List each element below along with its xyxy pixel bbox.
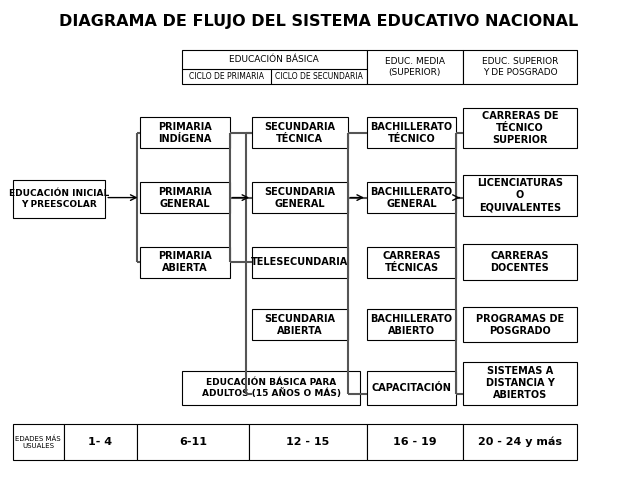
Bar bbox=[463, 175, 577, 216]
Text: LICENCIATURAS
O
EQUIVALENTES: LICENCIATURAS O EQUIVALENTES bbox=[477, 178, 563, 212]
Text: 16 - 19: 16 - 19 bbox=[393, 437, 436, 447]
Bar bbox=[64, 424, 137, 460]
Text: PROGRAMAS DE
POSGRADO: PROGRAMAS DE POSGRADO bbox=[476, 314, 564, 335]
Text: PRIMARIA
GENERAL: PRIMARIA GENERAL bbox=[158, 187, 212, 208]
Bar bbox=[252, 182, 348, 213]
Text: EDUCACIÓN BÁSICA: EDUCACIÓN BÁSICA bbox=[230, 56, 319, 64]
Bar bbox=[13, 180, 105, 218]
Text: 1- 4: 1- 4 bbox=[89, 437, 112, 447]
Bar bbox=[463, 108, 577, 148]
Bar bbox=[463, 362, 577, 405]
Bar bbox=[140, 117, 230, 148]
Bar bbox=[140, 247, 230, 278]
Bar bbox=[252, 247, 348, 278]
Text: 20 - 24 y más: 20 - 24 y más bbox=[478, 437, 562, 447]
Bar bbox=[367, 117, 456, 148]
Text: SECUNDARIA
TÉCNICA: SECUNDARIA TÉCNICA bbox=[264, 122, 336, 144]
Bar bbox=[137, 424, 249, 460]
Text: 6-11: 6-11 bbox=[179, 437, 207, 447]
Bar bbox=[182, 50, 367, 84]
Text: BACHILLERATO
ABIERTO: BACHILLERATO ABIERTO bbox=[371, 314, 452, 335]
Bar bbox=[463, 307, 577, 342]
Text: PRIMARIA
INDÍGENA: PRIMARIA INDÍGENA bbox=[158, 122, 212, 144]
Text: SECUNDARIA
ABIERTA: SECUNDARIA ABIERTA bbox=[264, 314, 336, 335]
Bar bbox=[367, 371, 456, 405]
Text: CARRERAS
DOCENTES: CARRERAS DOCENTES bbox=[491, 251, 549, 273]
Bar bbox=[367, 182, 456, 213]
Text: CARRERAS DE
TÉCNICO
SUPERIOR: CARRERAS DE TÉCNICO SUPERIOR bbox=[482, 111, 558, 145]
Bar bbox=[463, 50, 577, 84]
Bar bbox=[367, 50, 463, 84]
Bar bbox=[463, 244, 577, 280]
Text: SECUNDARIA
GENERAL: SECUNDARIA GENERAL bbox=[264, 187, 336, 208]
Text: SISTEMAS A
DISTANCIA Y
ABIERTOS: SISTEMAS A DISTANCIA Y ABIERTOS bbox=[486, 366, 554, 400]
Text: CAPACITACIÓN: CAPACITACIÓN bbox=[371, 383, 452, 393]
Bar bbox=[367, 247, 456, 278]
Text: EDUCACIÓN BÁSICA PARA
ADULTOS (15 AÑOS O MÁS): EDUCACIÓN BÁSICA PARA ADULTOS (15 AÑOS O… bbox=[202, 377, 341, 399]
Text: EDADES MÁS
USUALES: EDADES MÁS USUALES bbox=[15, 435, 61, 449]
Text: TELESECUNDARIA: TELESECUNDARIA bbox=[251, 257, 348, 267]
Text: CARRERAS
TÉCNICAS: CARRERAS TÉCNICAS bbox=[382, 251, 441, 273]
Bar bbox=[367, 424, 463, 460]
Bar bbox=[13, 424, 64, 460]
Bar bbox=[182, 371, 360, 405]
Text: CICLO DE PRIMARIA: CICLO DE PRIMARIA bbox=[189, 72, 264, 81]
Text: EDUC. SUPERIOR
Y DE POSGRADO: EDUC. SUPERIOR Y DE POSGRADO bbox=[482, 57, 558, 77]
Text: EDUC. MEDIA
(SUPERIOR): EDUC. MEDIA (SUPERIOR) bbox=[385, 57, 445, 77]
Bar bbox=[367, 309, 456, 340]
Text: BACHILLERATO
TÉCNICO: BACHILLERATO TÉCNICO bbox=[371, 122, 452, 144]
Text: BACHILLERATO
GENERAL: BACHILLERATO GENERAL bbox=[371, 187, 452, 208]
Bar bbox=[249, 424, 367, 460]
Text: CICLO DE SECUNDARIA: CICLO DE SECUNDARIA bbox=[275, 72, 363, 81]
Text: PRIMARIA
ABIERTA: PRIMARIA ABIERTA bbox=[158, 251, 212, 273]
Text: 12 - 15: 12 - 15 bbox=[286, 437, 329, 447]
Bar bbox=[252, 309, 348, 340]
Text: EDUCACIÓN INICIAL
Y PREESCOLAR: EDUCACIÓN INICIAL Y PREESCOLAR bbox=[9, 189, 109, 209]
Text: DIAGRAMA DE FLUJO DEL SISTEMA EDUCATIVO NACIONAL: DIAGRAMA DE FLUJO DEL SISTEMA EDUCATIVO … bbox=[59, 14, 579, 29]
Bar bbox=[140, 182, 230, 213]
Bar bbox=[463, 424, 577, 460]
Bar bbox=[252, 117, 348, 148]
